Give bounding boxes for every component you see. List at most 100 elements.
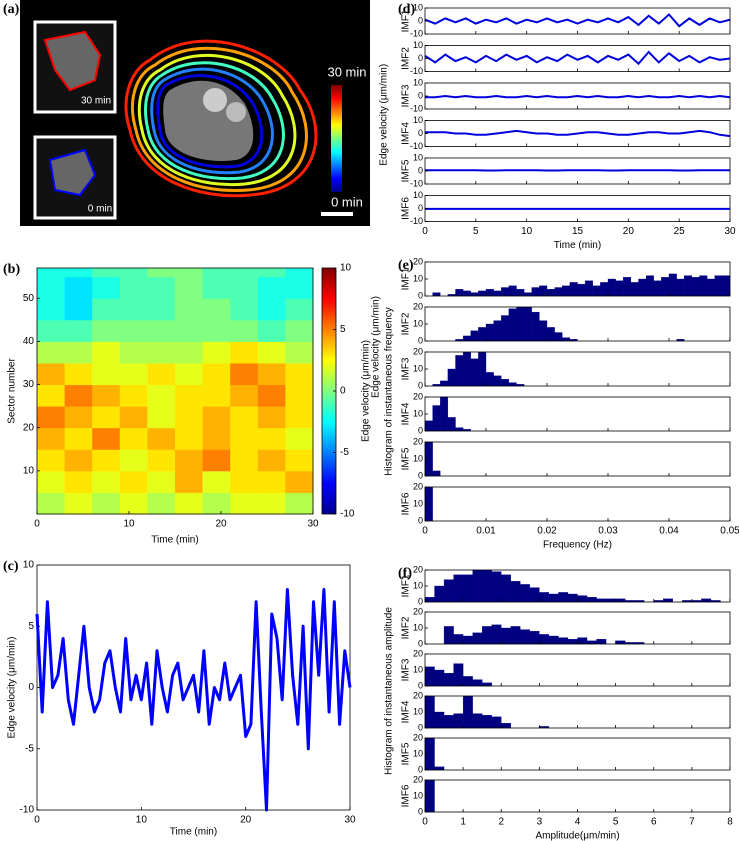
series-name: IMF3 [401, 658, 412, 681]
histogram-bar [510, 626, 521, 645]
series-name: IMF6 [401, 784, 412, 807]
heat-cell [285, 449, 314, 472]
heat-cell [175, 276, 204, 299]
x-axis-label: Time (min) [170, 827, 217, 838]
histogram-bar [596, 639, 607, 645]
panel-letter: (d) [398, 2, 415, 17]
colorbar-tick-label: -5 [340, 447, 349, 458]
histogram-bar [493, 375, 502, 387]
histogram-bar [501, 379, 510, 387]
histogram-bar [668, 273, 677, 297]
histogram-bar [516, 289, 525, 297]
heat-cell [257, 470, 286, 493]
heat-cell [92, 276, 121, 299]
heat-cell [64, 276, 93, 299]
heat-cell [147, 470, 176, 493]
heat-cell [230, 319, 259, 342]
series-name: IMF4 [401, 700, 412, 723]
heat-cell [257, 362, 286, 386]
histogram-bar [432, 405, 441, 432]
y-tick-label: 20 [413, 436, 423, 446]
heat-cell [230, 492, 259, 515]
heat-cell [92, 406, 121, 429]
heat-cell [175, 268, 204, 278]
histogram-bar [577, 283, 586, 297]
heat-cell [175, 341, 204, 364]
histogram-bar [462, 695, 473, 729]
heat-cell [257, 298, 286, 321]
heat-cell [285, 341, 314, 364]
heat-cell [230, 268, 259, 278]
axes-frame [36, 564, 351, 811]
histogram-bar [584, 280, 593, 297]
heat-cell [64, 268, 93, 278]
heat-cell [37, 298, 66, 321]
histogram-bar [691, 277, 700, 297]
x-axis-label: Time (min) [554, 240, 601, 251]
histogram-bar [443, 626, 454, 645]
histogram-bar [447, 368, 456, 387]
heat-cell [64, 319, 93, 342]
heat-cell [230, 362, 259, 386]
histogram-bar [491, 716, 502, 729]
histogram-bar [478, 351, 487, 387]
histogram-bar [615, 640, 626, 645]
histogram-bar [645, 275, 654, 297]
heat-cell [285, 492, 314, 515]
histogram-bar [548, 635, 559, 645]
histogram-bar [501, 574, 511, 603]
y-axis-label: Histogram of instantaneous frequency [384, 307, 395, 475]
x-tick-label: 6 [651, 817, 657, 828]
series-name: IMF3 [401, 357, 412, 380]
heat-cell [147, 268, 176, 278]
heat-cell [64, 406, 93, 429]
y-axis-label: Histogram of instantaneous amplitude [384, 607, 395, 775]
heat-cell [119, 341, 148, 364]
histogram-bar [558, 637, 569, 645]
y-tick-label: 10 [413, 622, 423, 632]
x-tick-label: 15 [572, 226, 584, 237]
panel-letter: (f) [398, 566, 412, 581]
histogram-bar [539, 285, 548, 297]
heat-cell [230, 427, 259, 450]
histogram-bar [443, 673, 454, 687]
heat-cell [92, 341, 121, 364]
y-tick-label: 0 [418, 596, 423, 606]
heat-cell [147, 449, 176, 472]
histogram-bar [548, 593, 559, 603]
histogram-bar [562, 285, 571, 297]
histogram-bar [558, 592, 569, 603]
histogram-bar [478, 290, 487, 297]
histogram-bar [510, 581, 521, 603]
y-tick-label: -10 [410, 216, 423, 226]
heat-cell [202, 276, 231, 299]
histogram-bar [714, 275, 723, 297]
histogram-bar [569, 282, 578, 297]
histogram-bar [539, 320, 548, 342]
heat-cell [285, 298, 314, 321]
series-name: IMF2 [401, 616, 412, 639]
heat-cell [92, 268, 121, 278]
y-tick-label: 0 [418, 470, 423, 480]
colorbar-tick-label: 10 [340, 263, 352, 274]
histogram-bar [529, 587, 540, 603]
series-name: IMF6 [401, 492, 412, 515]
heat-cell [37, 470, 66, 493]
x-tick-label: 30 [724, 226, 736, 237]
y-tick-label: 0 [418, 90, 423, 100]
inset-label: 0 min [88, 204, 112, 215]
histogram-bar [455, 427, 464, 432]
heat-cell [147, 406, 176, 429]
heat-cell [147, 362, 176, 386]
y-tick-label: 20 [413, 564, 423, 574]
histogram-bar [701, 598, 712, 603]
histogram-bar [501, 627, 511, 645]
histogram-bar [485, 372, 494, 387]
y-tick-label: 20 [413, 391, 423, 401]
x-tick-label: 25 [674, 226, 686, 237]
y-tick-label: 10 [413, 363, 423, 373]
series-name: IMF1 [401, 9, 412, 32]
series-name: IMF2 [401, 47, 412, 70]
heat-cell [230, 298, 259, 321]
y-tick-label: 0 [418, 515, 423, 525]
